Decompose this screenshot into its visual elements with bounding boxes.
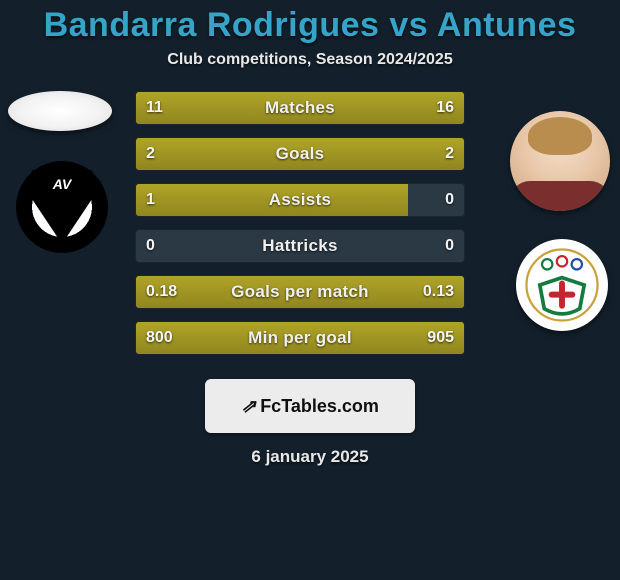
stat-bars: 1116Matches 22Goals 10Assists 00Hattricks 0.… xyxy=(135,91,465,367)
stat-label: Goals xyxy=(136,138,464,170)
stat-label: Hattricks xyxy=(136,230,464,262)
date-label: 6 january 2025 xyxy=(0,447,620,467)
stat-row: 22Goals xyxy=(135,137,465,171)
subtitle: Club competitions, Season 2024/2025 xyxy=(0,51,620,69)
club-left-abbrev: AV xyxy=(25,170,99,244)
player-right-avatar xyxy=(510,111,610,211)
comparison-stage: AV 1116Matches 22Goals 10Assists 00Hattrick… xyxy=(0,91,620,361)
stat-row: 0.180.13Goals per match xyxy=(135,275,465,309)
stat-label: Min per goal xyxy=(136,322,464,354)
player-left-club-badge: AV xyxy=(16,161,108,253)
stat-label: Goals per match xyxy=(136,276,464,308)
stat-label: Matches xyxy=(136,92,464,124)
watermark-icon: ⇗ xyxy=(241,396,256,417)
page-title: Bandarra Rodrigues vs Antunes xyxy=(0,6,620,45)
stat-label: Assists xyxy=(136,184,464,216)
watermark-text: FcTables.com xyxy=(260,396,379,417)
player-right-club-badge xyxy=(516,239,608,331)
club-right-crest-icon xyxy=(525,248,599,322)
stat-row: 1116Matches xyxy=(135,91,465,125)
player-left-avatar xyxy=(8,91,112,131)
stat-row: 10Assists xyxy=(135,183,465,217)
stat-row: 800905Min per goal xyxy=(135,321,465,355)
watermark: ⇗ FcTables.com xyxy=(205,379,415,433)
stat-row: 00Hattricks xyxy=(135,229,465,263)
